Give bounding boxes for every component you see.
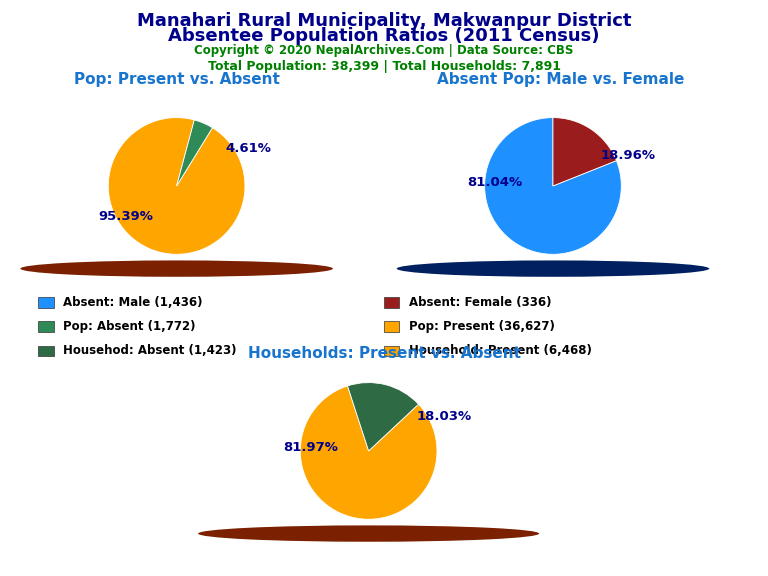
Text: 95.39%: 95.39% — [98, 210, 153, 223]
Text: Manahari Rural Municipality, Makwanpur District: Manahari Rural Municipality, Makwanpur D… — [137, 12, 631, 29]
Text: Pop: Present vs. Absent: Pop: Present vs. Absent — [74, 72, 280, 87]
Ellipse shape — [198, 525, 539, 542]
Text: Househod: Absent (1,423): Househod: Absent (1,423) — [63, 344, 237, 357]
Text: 4.61%: 4.61% — [226, 142, 271, 155]
Text: Absentee Population Ratios (2011 Census): Absentee Population Ratios (2011 Census) — [168, 27, 600, 45]
Wedge shape — [348, 382, 419, 451]
Wedge shape — [485, 118, 621, 254]
Wedge shape — [108, 118, 245, 254]
Wedge shape — [177, 120, 213, 186]
Text: Pop: Present (36,627): Pop: Present (36,627) — [409, 320, 554, 333]
Text: Households: Present vs. Absent: Households: Present vs. Absent — [247, 346, 521, 361]
Ellipse shape — [396, 260, 710, 277]
Text: 81.04%: 81.04% — [467, 176, 522, 189]
Wedge shape — [300, 386, 437, 519]
Text: Absent: Male (1,436): Absent: Male (1,436) — [63, 296, 203, 309]
Text: Pop: Absent (1,772): Pop: Absent (1,772) — [63, 320, 196, 333]
Text: Absent: Female (336): Absent: Female (336) — [409, 296, 551, 309]
Text: Absent Pop: Male vs. Female: Absent Pop: Male vs. Female — [437, 72, 684, 87]
Ellipse shape — [21, 260, 333, 277]
Text: Copyright © 2020 NepalArchives.Com | Data Source: CBS: Copyright © 2020 NepalArchives.Com | Dat… — [194, 44, 574, 58]
Wedge shape — [553, 118, 617, 186]
Text: 18.96%: 18.96% — [601, 149, 656, 162]
Text: Household: Present (6,468): Household: Present (6,468) — [409, 344, 591, 357]
Text: Total Population: 38,399 | Total Households: 7,891: Total Population: 38,399 | Total Househo… — [207, 60, 561, 73]
Text: 81.97%: 81.97% — [283, 441, 338, 454]
Text: 18.03%: 18.03% — [416, 410, 472, 423]
